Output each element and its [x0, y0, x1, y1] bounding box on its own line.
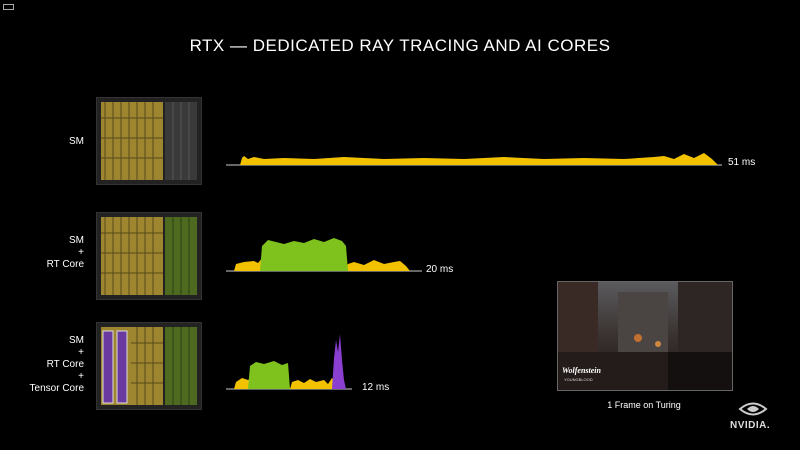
row-label-line: RT Core: [46, 359, 84, 370]
timeline-sm: [226, 153, 722, 166]
tensor-core-block: [102, 330, 114, 404]
rt-core-workload-area: [260, 238, 348, 271]
row-label-line: +: [78, 247, 84, 258]
time-label: 20 ms: [426, 264, 454, 275]
die-svg: [97, 323, 201, 409]
row-label-line: +: [78, 347, 84, 358]
time-label: 51 ms: [728, 157, 756, 168]
row-label-line: RT Core: [46, 259, 84, 270]
frame-caption: 1 Frame on Turing: [607, 400, 681, 410]
die-image-sm-rt: [96, 212, 202, 300]
row-label-line: +: [78, 371, 84, 382]
row-label-line: SM: [69, 136, 84, 147]
row-label-line: SM: [69, 235, 84, 246]
die-svg: [97, 98, 201, 184]
die-svg: [97, 213, 201, 299]
tensor-core-block: [116, 330, 128, 404]
nvidia-wordmark: NVIDIA.: [730, 420, 771, 431]
row-label-sm-rt: SM + RT Core: [20, 235, 84, 271]
window-badge: [3, 4, 14, 10]
game-screenshot: Wolfenstein YOUNGBLOOD: [557, 281, 733, 391]
game-logo-subtitle: YOUNGBLOOD: [564, 377, 593, 382]
game-logo: Wolfenstein: [562, 366, 601, 375]
nvidia-logo: NVIDIA.: [728, 400, 784, 438]
timeline-sm-rt-tensor: [226, 334, 352, 390]
row-label-line: Tensor Core: [29, 383, 84, 394]
tensor-core-workload-area: [332, 334, 346, 389]
sm-workload-area: [234, 256, 410, 271]
timeline-sm-rt: [226, 238, 422, 272]
slide-title: RTX — DEDICATED RAY TRACING AND AI CORES: [189, 36, 611, 55]
sm-block: [101, 217, 163, 295]
sm-block: [101, 102, 163, 180]
time-label: 12 ms: [362, 382, 390, 393]
sm-workload-area: [240, 153, 718, 165]
die-image-sm-rt-tensor: [96, 322, 202, 410]
row-label-line: SM: [69, 335, 84, 346]
row-label-sm: SM: [20, 136, 84, 148]
row-label-sm-rt-tensor: SM + RT Core + Tensor Core: [10, 335, 84, 395]
rt-core-workload-area: [248, 361, 290, 389]
die-image-sm: [96, 97, 202, 185]
nvidia-eye-icon: [738, 402, 768, 416]
game-scene: [558, 282, 732, 390]
